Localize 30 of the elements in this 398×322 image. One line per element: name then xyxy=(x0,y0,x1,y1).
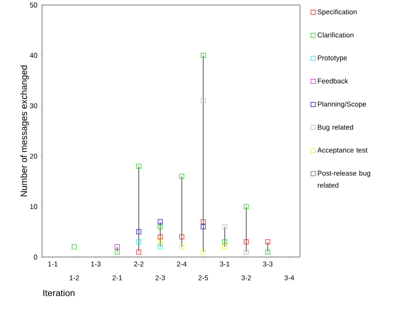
point xyxy=(114,249,120,254)
point xyxy=(179,174,184,179)
point xyxy=(72,244,77,250)
point xyxy=(200,224,206,230)
point xyxy=(200,52,206,58)
point xyxy=(265,239,270,244)
point xyxy=(200,98,206,104)
point xyxy=(244,204,249,210)
point xyxy=(222,239,228,244)
point xyxy=(158,239,163,244)
point xyxy=(179,244,184,250)
point xyxy=(200,219,206,224)
point xyxy=(136,164,142,169)
x-axis-title: Iteration xyxy=(43,290,74,296)
point xyxy=(158,219,163,224)
point xyxy=(222,224,228,230)
point xyxy=(158,224,163,230)
point xyxy=(136,249,142,254)
point xyxy=(179,234,184,240)
y-axis-title: Number of messages exchanged xyxy=(20,66,29,196)
point xyxy=(114,244,120,250)
point xyxy=(136,229,142,234)
point xyxy=(244,249,249,254)
point xyxy=(200,249,206,254)
point xyxy=(158,234,163,240)
point xyxy=(222,244,228,250)
point xyxy=(265,249,270,254)
point xyxy=(158,244,163,250)
point xyxy=(244,239,249,244)
point xyxy=(136,239,142,244)
